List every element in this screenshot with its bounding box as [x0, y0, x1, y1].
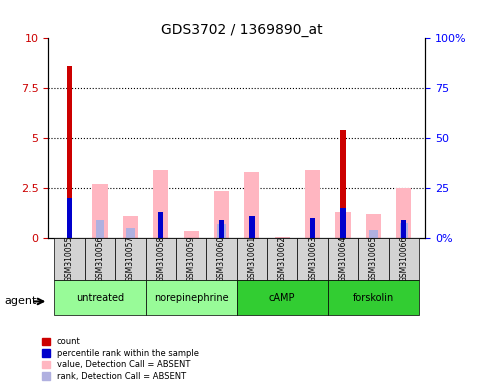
Text: GSM310059: GSM310059: [186, 236, 196, 282]
Bar: [399, 223, 408, 238]
Bar: [335, 212, 351, 238]
Bar: [401, 220, 406, 238]
Text: GSM310063: GSM310063: [308, 236, 317, 282]
Text: norepinephrine: norepinephrine: [154, 293, 228, 303]
FancyBboxPatch shape: [55, 238, 85, 280]
Bar: [341, 130, 346, 238]
Text: agent: agent: [5, 296, 37, 306]
Text: GSM310056: GSM310056: [96, 236, 104, 282]
Text: GSM310066: GSM310066: [399, 236, 408, 282]
Text: GSM310064: GSM310064: [339, 236, 347, 282]
Bar: [396, 188, 412, 238]
Bar: [158, 212, 163, 238]
Text: GSM310055: GSM310055: [65, 236, 74, 282]
Bar: [305, 170, 320, 238]
Text: GSM310057: GSM310057: [126, 236, 135, 282]
FancyBboxPatch shape: [358, 238, 389, 280]
Bar: [366, 214, 381, 238]
Legend: count, percentile rank within the sample, value, Detection Call = ABSENT, rank, : count, percentile rank within the sample…: [39, 334, 202, 384]
Bar: [341, 208, 346, 238]
FancyBboxPatch shape: [389, 238, 419, 280]
Bar: [184, 231, 199, 238]
FancyBboxPatch shape: [55, 280, 145, 315]
Bar: [219, 220, 224, 238]
Text: GSM310065: GSM310065: [369, 236, 378, 282]
Bar: [369, 230, 378, 238]
Bar: [217, 224, 226, 238]
FancyBboxPatch shape: [267, 238, 298, 280]
FancyBboxPatch shape: [328, 238, 358, 280]
Bar: [249, 216, 255, 238]
FancyBboxPatch shape: [328, 280, 419, 315]
FancyBboxPatch shape: [237, 238, 267, 280]
Bar: [126, 228, 134, 238]
FancyBboxPatch shape: [237, 280, 328, 315]
Text: untreated: untreated: [76, 293, 124, 303]
Text: GSM310060: GSM310060: [217, 236, 226, 282]
Bar: [67, 198, 72, 238]
Text: forskolin: forskolin: [353, 293, 394, 303]
Text: GSM310058: GSM310058: [156, 236, 165, 282]
Bar: [67, 66, 72, 238]
Bar: [214, 191, 229, 238]
Bar: [310, 218, 315, 238]
Bar: [153, 170, 168, 238]
FancyBboxPatch shape: [85, 238, 115, 280]
Bar: [275, 237, 290, 238]
Text: GDS3702 / 1369890_at: GDS3702 / 1369890_at: [161, 23, 322, 37]
Bar: [96, 220, 104, 238]
FancyBboxPatch shape: [206, 238, 237, 280]
Text: GSM310062: GSM310062: [278, 236, 287, 282]
FancyBboxPatch shape: [298, 238, 328, 280]
Bar: [123, 216, 138, 238]
Text: GSM310061: GSM310061: [247, 236, 256, 282]
Bar: [244, 172, 259, 238]
Bar: [92, 184, 108, 238]
FancyBboxPatch shape: [176, 238, 206, 280]
Text: cAMP: cAMP: [269, 293, 296, 303]
FancyBboxPatch shape: [145, 238, 176, 280]
FancyBboxPatch shape: [145, 280, 237, 315]
FancyBboxPatch shape: [115, 238, 145, 280]
